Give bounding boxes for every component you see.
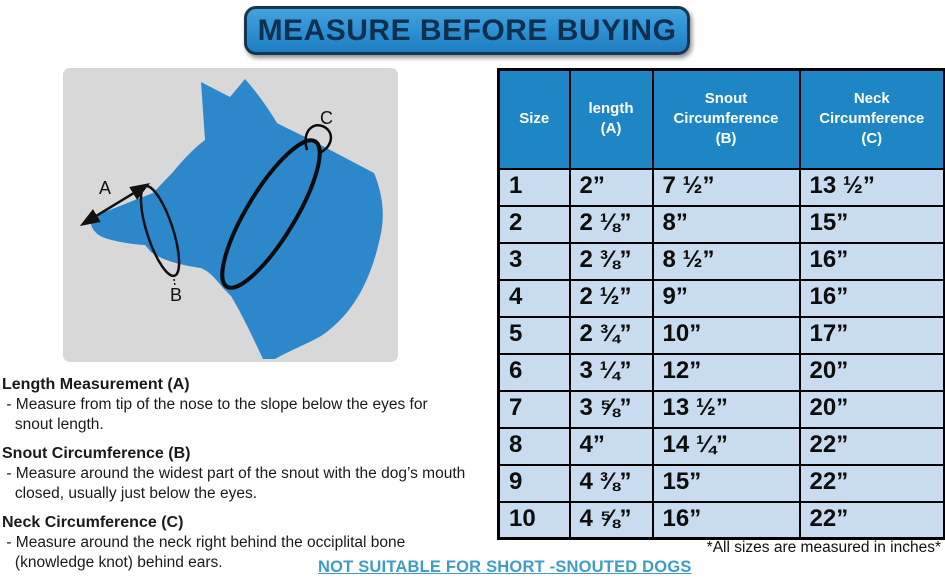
table-cell: 15” (798, 204, 945, 244)
instruction-neck-title: Neck Circumference (C) (2, 514, 184, 531)
column-header-snout: Snout Circumference (B) (651, 68, 801, 170)
instruction-neck-body: - Measure around the neck right behind t… (6, 534, 406, 571)
label-a: A (99, 178, 111, 198)
table-cell: 6 (497, 352, 571, 392)
label-b-tick (173, 278, 176, 287)
label-c: C (320, 108, 333, 128)
table-cell: 8 ½” (651, 241, 801, 281)
size-table-body: 1 2” 7 ½” 13 ½” 2 2 ⅛” 8” 15” 3 2 ⅜” 8 ½” 16” 4 2 ½” 9… (497, 167, 945, 540)
table-cell: 4” (568, 426, 654, 466)
page-title: MEASURE BEFORE BUYING (257, 13, 677, 47)
table-cell: 20” (798, 389, 945, 429)
table-cell: 2 ⅛” (568, 204, 654, 244)
table-cell: 16” (798, 241, 945, 281)
neck-loop-c (304, 124, 333, 155)
table-cell: 22” (798, 500, 945, 540)
table-cell: 2 ½” (568, 278, 654, 318)
table-row: 8 4” 14 ¼” 22” (497, 426, 945, 466)
column-header-size: Size (497, 68, 571, 170)
table-cell: 3 ⅝” (568, 389, 654, 429)
instruction-length-title: Length Measurement (A) (2, 376, 190, 393)
table-cell: 4 ⅜” (568, 463, 654, 503)
table-cell: 13 ½” (651, 389, 801, 429)
table-cell: 2 ¾” (568, 315, 654, 355)
table-cell: 12” (651, 352, 801, 392)
table-cell: 7 (497, 389, 571, 429)
table-cell: 16” (798, 278, 945, 318)
snout-ellipse-b (139, 184, 181, 278)
dog-head-diagram: A B C (79, 79, 383, 359)
table-cell: 9” (651, 278, 801, 318)
table-cell: 2 (497, 204, 571, 244)
table-cell: 8” (651, 204, 801, 244)
sizes-note: *All sizes are measured in inches* (706, 539, 941, 556)
title-banner: MEASURE BEFORE BUYING (244, 6, 690, 55)
label-b: B (170, 285, 182, 305)
table-cell: 9 (497, 463, 571, 503)
size-table-header: Size length (A) Snout Circumference (B) … (497, 68, 945, 170)
table-cell: 2” (568, 167, 654, 207)
short-snout-warning[interactable]: NOT SUITABLE FOR SHORT -SNOUTED DOGS (318, 558, 692, 576)
instruction-snout: Snout Circumference (B) - Measure around… (2, 444, 480, 504)
dog-head-diagram-box: A B C (63, 68, 398, 362)
table-cell: 16” (651, 500, 801, 540)
table-cell: 1 (497, 167, 571, 207)
table-cell: 3 (497, 241, 571, 281)
length-arrow-a (79, 183, 151, 226)
table-cell: 20” (798, 352, 945, 392)
table-cell: 2 ⅜” (568, 241, 654, 281)
instruction-snout-body: - Measure around the widest part of the … (6, 465, 466, 502)
table-cell: 10” (651, 315, 801, 355)
instruction-neck: Neck Circumference (C) - Measure around … (2, 513, 480, 573)
table-cell: 5 (497, 315, 571, 355)
table-cell: 22” (798, 426, 945, 466)
table-cell: 14 ¼” (651, 426, 801, 466)
table-cell: 22” (798, 463, 945, 503)
column-header-length: length (A) (568, 68, 654, 170)
table-cell: 15” (651, 463, 801, 503)
neck-ellipse-c (220, 138, 322, 290)
table-cell: 4 ⅝” (568, 500, 654, 540)
size-table: Size length (A) Snout Circumference (B) … (497, 68, 945, 540)
table-cell: 13 ½” (798, 167, 945, 207)
table-row: 1 2” 7 ½” 13 ½” (497, 167, 945, 207)
table-row: 10 4 ⅝” 16” 22” (497, 500, 945, 540)
instructions: Length Measurement (A) - Measure from ti… (2, 375, 480, 582)
instruction-snout-title: Snout Circumference (B) (2, 445, 191, 462)
table-cell: 7 ½” (651, 167, 801, 207)
table-cell: 3 ¼” (568, 352, 654, 392)
table-cell: 4 (497, 278, 571, 318)
instruction-length-body: - Measure from tip of the nose to the sl… (6, 396, 428, 433)
dog-silhouette (90, 79, 383, 359)
column-header-neck: Neck Circumference (C) (798, 68, 945, 170)
table-cell: 10 (497, 500, 571, 540)
table-cell: 8 (497, 426, 571, 466)
instruction-length: Length Measurement (A) - Measure from ti… (2, 375, 480, 435)
table-cell: 17” (798, 315, 945, 355)
